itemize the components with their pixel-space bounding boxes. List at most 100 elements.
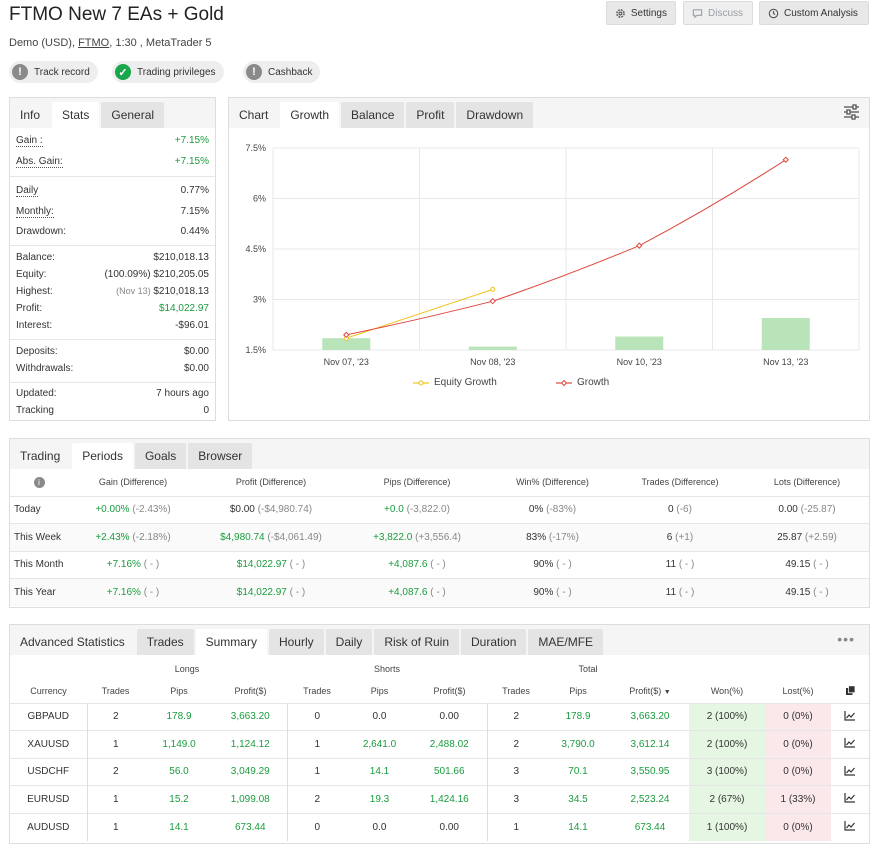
stat-label[interactable]: Daily bbox=[16, 185, 39, 197]
tab-growth[interactable]: Growth bbox=[280, 102, 340, 128]
cell-l-profit: 3,663.20 bbox=[214, 702, 288, 731]
stat-value: 0.44% bbox=[180, 226, 209, 237]
cell-l-pips: 14.1 bbox=[144, 812, 214, 841]
stat-value: $210,018.13 bbox=[153, 252, 209, 263]
col-lots: Lots (Difference) bbox=[773, 477, 841, 488]
tab-info[interactable]: Info bbox=[20, 108, 41, 122]
info-panel: Info Stats General Gain : +7.15% Abs. Gai… bbox=[9, 97, 216, 421]
chart-icon[interactable] bbox=[844, 792, 856, 803]
period-value: 83% bbox=[526, 531, 547, 543]
cell-t-profit: 3,612.14 bbox=[611, 730, 689, 758]
tab-summary[interactable]: Summary bbox=[195, 629, 267, 655]
cell-s-trades: 1 bbox=[287, 730, 347, 758]
tab-daily[interactable]: Daily bbox=[325, 629, 373, 655]
bar bbox=[761, 318, 810, 350]
row-chart-cell bbox=[831, 785, 869, 813]
badge-label: Track record bbox=[34, 66, 90, 78]
settings-button[interactable]: Settings bbox=[606, 1, 676, 25]
tab-goals[interactable]: Goals bbox=[134, 443, 187, 469]
cell-t-profit: 3,663.20 bbox=[611, 702, 689, 731]
stat-tracking: Tracking 0 bbox=[16, 405, 209, 416]
advanced-tabbar: Advanced Statistics Trades Summary Hourl… bbox=[10, 625, 869, 655]
tab-periods[interactable]: Periods bbox=[72, 443, 133, 469]
col-short-profit: Profit($) bbox=[433, 686, 466, 697]
stat-label: Withdrawals: bbox=[16, 363, 74, 374]
stat-label: Profit: bbox=[16, 303, 43, 314]
col-total-profit[interactable]: Profit($) ▼ bbox=[611, 680, 689, 703]
cell-l-trades: 1 bbox=[87, 785, 144, 813]
cell-l-profit: 1,099.08 bbox=[214, 785, 288, 813]
tab-drawdown[interactable]: Drawdown bbox=[456, 102, 534, 128]
stat-highest: Highest: (Nov 13) $210,018.13 bbox=[16, 286, 209, 297]
stat-value: $210,018.13 bbox=[153, 286, 209, 297]
stat-gain: Gain : +7.15% bbox=[16, 135, 209, 147]
tab-hourly[interactable]: Hourly bbox=[268, 629, 324, 655]
cell-currency: XAUUSD bbox=[10, 730, 88, 758]
chart-icon[interactable] bbox=[844, 737, 856, 748]
cell-lost: 0 (0%) bbox=[765, 812, 831, 841]
period-label: This Month bbox=[10, 550, 68, 579]
discuss-button[interactable]: Discuss bbox=[683, 1, 753, 25]
summary-row: GBPAUD 2 178.9 3,663.20 0 0.0 0.00 2 178.9 3,663.… bbox=[10, 702, 869, 731]
period-cell-win: 0% (-83%) bbox=[490, 495, 615, 524]
chart-icon[interactable] bbox=[844, 765, 856, 776]
bar bbox=[468, 346, 517, 350]
stat-label: Equity: bbox=[16, 269, 47, 280]
growth-line bbox=[346, 159, 787, 336]
divider bbox=[10, 382, 215, 383]
tab-mae-mfe[interactable]: MAE/MFE bbox=[528, 629, 604, 655]
stat-label: Drawdown: bbox=[16, 226, 67, 237]
tab-trades[interactable]: Trades bbox=[136, 629, 194, 655]
period-cell-pips: +3,822.0 (+3,556.4) bbox=[344, 523, 490, 551]
bar bbox=[322, 338, 371, 350]
tab-risk-of-ruin[interactable]: Risk of Ruin bbox=[374, 629, 460, 655]
legend-growth[interactable]: Growth bbox=[556, 377, 609, 388]
custom-analysis-button[interactable]: Custom Analysis bbox=[759, 1, 869, 25]
tab-advanced-statistics[interactable]: Advanced Statistics bbox=[20, 635, 125, 649]
cell-s-trades: 2 bbox=[287, 785, 347, 813]
cell-s-pips: 0.0 bbox=[347, 702, 412, 731]
broker-link[interactable]: FTMO bbox=[78, 37, 110, 49]
tab-stats[interactable]: Stats bbox=[52, 102, 100, 128]
tab-trading[interactable]: Trading bbox=[20, 449, 61, 463]
x-tick-label: Nov 08, '23 bbox=[470, 357, 515, 367]
stat-label[interactable]: Gain : bbox=[16, 135, 43, 147]
period-cell-pips: +0.0 (-3,822.0) bbox=[344, 495, 490, 524]
cashback-badge[interactable]: ! Cashback bbox=[243, 61, 321, 83]
tab-balance[interactable]: Balance bbox=[341, 102, 405, 128]
col-currency: Currency bbox=[30, 686, 67, 697]
stat-value: 0 bbox=[203, 405, 209, 416]
chart-icon[interactable] bbox=[844, 820, 856, 831]
more-icon[interactable]: ••• bbox=[837, 631, 855, 647]
info-tabbar: Info Stats General bbox=[10, 98, 215, 128]
equity-growth-point bbox=[490, 286, 496, 292]
x-tick-label: Nov 10, '23 bbox=[617, 357, 662, 367]
settings-label: Settings bbox=[630, 7, 667, 19]
stat-label[interactable]: Monthly: bbox=[16, 206, 54, 218]
periods-panel: Trading Periods Goals Browser i Gain (Di… bbox=[9, 438, 870, 608]
track-record-badge[interactable]: ! Track record bbox=[9, 61, 98, 83]
trading-privileges-badge[interactable]: ✓ Trading privileges bbox=[112, 61, 224, 83]
sliders-icon[interactable] bbox=[843, 104, 860, 120]
tab-profit[interactable]: Profit bbox=[406, 102, 455, 128]
tab-chart[interactable]: Chart bbox=[239, 108, 269, 122]
period-diff: ( - ) bbox=[813, 559, 829, 571]
chart-icon[interactable] bbox=[844, 710, 856, 721]
stat-interest: Interest: -$96.01 bbox=[16, 320, 209, 331]
tab-duration[interactable]: Duration bbox=[461, 629, 527, 655]
stat-daily: Daily 0.77% bbox=[16, 185, 209, 197]
tab-browser[interactable]: Browser bbox=[188, 443, 253, 469]
copy-icon[interactable] bbox=[845, 685, 856, 696]
cell-s-trades: 0 bbox=[287, 812, 347, 841]
period-value: +4,087.6 bbox=[388, 559, 428, 571]
tab-general[interactable]: General bbox=[101, 102, 165, 128]
period-diff: ( - ) bbox=[289, 587, 306, 598]
subtitle-prefix: Demo (USD), bbox=[9, 37, 79, 49]
period-diff: ( - ) bbox=[143, 587, 160, 598]
info-icon[interactable]: i bbox=[33, 476, 45, 488]
legend-equity-growth[interactable]: Equity Growth bbox=[413, 377, 497, 388]
period-cell-profit: $14,022.97 ( - ) bbox=[198, 550, 344, 579]
stat-label[interactable]: Abs. Gain: bbox=[16, 156, 63, 168]
cell-l-trades: 1 bbox=[87, 730, 144, 758]
cell-currency: USDCHF bbox=[10, 757, 88, 786]
